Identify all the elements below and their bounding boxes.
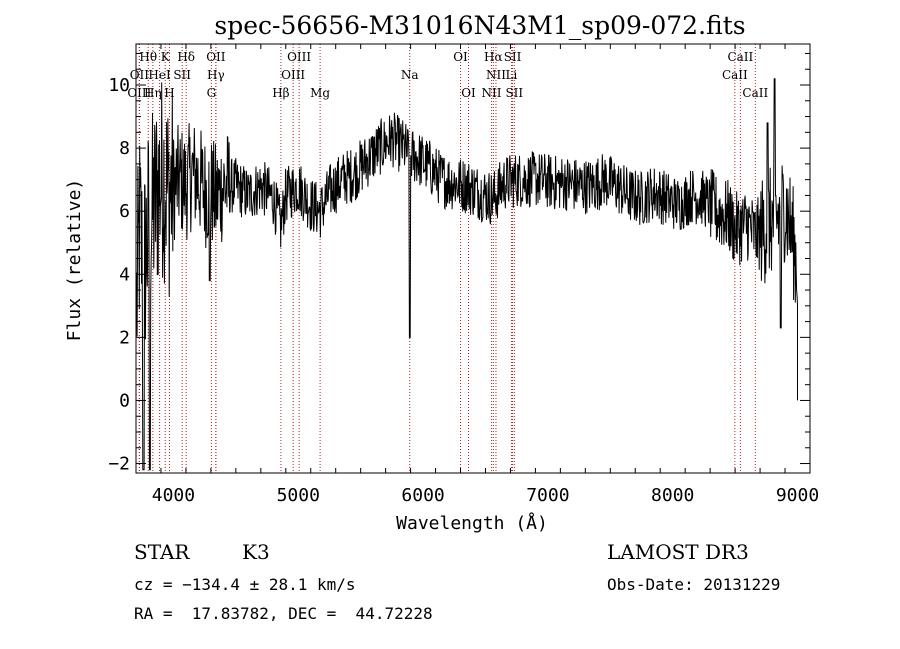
line-marker-label: Na bbox=[401, 68, 419, 82]
y-tick-label: 0 bbox=[119, 390, 130, 411]
observation-date: Obs-Date: 20131229 bbox=[607, 575, 780, 594]
line-marker-label: OIII bbox=[127, 86, 151, 100]
y-tick-label: 8 bbox=[119, 138, 130, 159]
line-marker-label: Hθ bbox=[139, 50, 157, 64]
chart-title: spec-56656-M31016N43M1_sp09-072.fits bbox=[214, 11, 745, 40]
line-marker-label: CaII bbox=[722, 68, 748, 82]
line-marker-label: H bbox=[164, 86, 174, 100]
y-tick-label: 10 bbox=[108, 75, 130, 96]
line-marker-label: Hδ bbox=[177, 50, 195, 64]
line-marker-label: K bbox=[161, 50, 171, 64]
sky-coordinates: RA = 17.83782, DEC = 44.72228 bbox=[134, 604, 433, 623]
line-marker-label: OIII bbox=[287, 50, 311, 64]
line-marker-label: CaII bbox=[727, 50, 753, 64]
object-subclass: K3 bbox=[242, 540, 270, 564]
y-tick-label: 2 bbox=[119, 327, 130, 348]
x-tick-label: 5000 bbox=[277, 485, 320, 506]
line-marker-label: G bbox=[207, 86, 217, 100]
plot-frame bbox=[135, 43, 811, 474]
line-marker-label: Hα bbox=[484, 50, 503, 64]
line-marker-label: OIII bbox=[281, 68, 305, 82]
x-tick-label: 7000 bbox=[526, 485, 569, 506]
line-markers bbox=[138, 44, 756, 473]
line-marker-label: OI bbox=[461, 86, 476, 100]
line-marker-label: OII bbox=[206, 50, 226, 64]
line-marker-label: SII bbox=[173, 68, 191, 82]
y-axis: −2 0 2 4 6 8 10 bbox=[108, 52, 810, 475]
line-marker-label: Li bbox=[506, 68, 518, 82]
line-marker-label: OI bbox=[453, 50, 468, 64]
line-marker-label: Hη bbox=[144, 86, 162, 100]
line-marker-label: Hβ bbox=[272, 86, 289, 100]
line-marker-label: Mg bbox=[310, 86, 330, 100]
line-marker-label: NII bbox=[486, 68, 506, 82]
object-class: STAR bbox=[134, 540, 190, 564]
line-marker-label: NII bbox=[481, 86, 501, 100]
line-marker-label: CaII bbox=[742, 86, 768, 100]
y-tick-label: −2 bbox=[108, 454, 130, 475]
y-tick-label: 4 bbox=[119, 264, 130, 285]
x-tick-label: 9000 bbox=[776, 485, 819, 506]
y-axis-label: Flux (relative) bbox=[64, 179, 85, 342]
spectrum-line bbox=[136, 78, 798, 471]
x-axis: 4000 5000 6000 7000 8000 9000 bbox=[135, 44, 819, 506]
line-marker-label: HeI bbox=[148, 68, 171, 82]
x-tick-label: 4000 bbox=[152, 485, 195, 506]
x-tick-label: 6000 bbox=[401, 485, 444, 506]
line-marker-label: Hγ bbox=[207, 68, 225, 82]
x-axis-label: Wavelength (Å) bbox=[396, 512, 548, 534]
line-marker-label: SII bbox=[504, 50, 522, 64]
survey-name: LAMOST DR3 bbox=[607, 540, 749, 564]
redshift-velocity: cz = −134.4 ± 28.1 km/s bbox=[134, 575, 356, 594]
line-marker-label: OII bbox=[130, 68, 150, 82]
y-tick-label: 6 bbox=[119, 201, 130, 222]
line-marker-label: SII bbox=[505, 86, 523, 100]
x-tick-label: 8000 bbox=[651, 485, 694, 506]
